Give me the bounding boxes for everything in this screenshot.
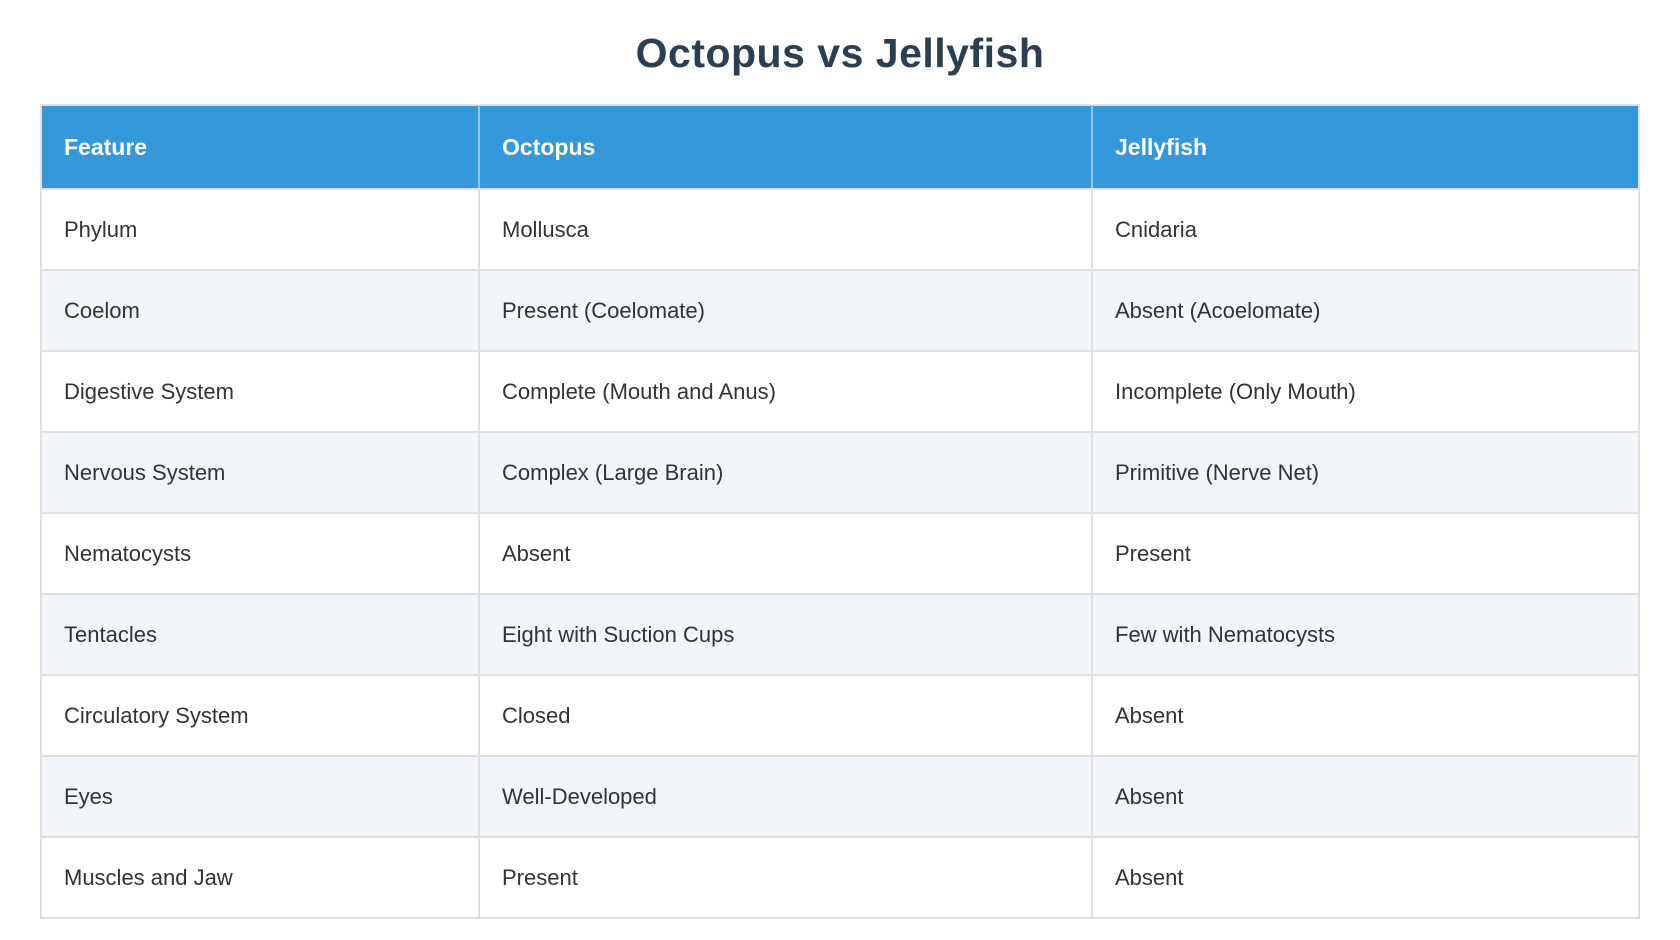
comparison-table-container: Feature Octopus Jellyfish Phylum Mollusc…: [40, 104, 1640, 919]
octopus-cell: Mollusca: [478, 189, 1092, 271]
jellyfish-cell: Absent: [1091, 675, 1639, 757]
feature-cell: Muscles and Jaw: [41, 837, 479, 918]
table-row: Eyes Well-Developed Absent: [41, 756, 1639, 838]
octopus-cell: Complex (Large Brain): [478, 432, 1092, 514]
jellyfish-cell: Present: [1091, 513, 1639, 595]
jellyfish-cell: Few with Nematocysts: [1091, 594, 1639, 676]
jellyfish-cell: Absent (Acoelomate): [1091, 270, 1639, 352]
table-row: Tentacles Eight with Suction Cups Few wi…: [41, 594, 1639, 676]
table-row: Circulatory System Closed Absent: [41, 675, 1639, 757]
octopus-cell: Eight with Suction Cups: [478, 594, 1092, 676]
feature-cell: Tentacles: [41, 594, 479, 676]
table-row: Nervous System Complex (Large Brain) Pri…: [41, 432, 1639, 514]
jellyfish-cell: Cnidaria: [1091, 189, 1639, 271]
table-row: Phylum Mollusca Cnidaria: [41, 189, 1639, 271]
page-title: Octopus vs Jellyfish: [635, 30, 1045, 76]
column-header-jellyfish: Jellyfish: [1091, 105, 1639, 190]
comparison-table: Feature Octopus Jellyfish Phylum Mollusc…: [40, 104, 1640, 919]
jellyfish-cell: Absent: [1091, 756, 1639, 838]
table-row: Nematocysts Absent Present: [41, 513, 1639, 595]
table-row: Digestive System Complete (Mouth and Anu…: [41, 351, 1639, 433]
column-header-feature: Feature: [41, 105, 479, 190]
feature-cell: Nervous System: [41, 432, 479, 514]
feature-cell: Phylum: [41, 189, 479, 271]
feature-cell: Circulatory System: [41, 675, 479, 757]
feature-cell: Coelom: [41, 270, 479, 352]
octopus-cell: Present (Coelomate): [478, 270, 1092, 352]
feature-cell: Digestive System: [41, 351, 479, 433]
octopus-cell: Complete (Mouth and Anus): [478, 351, 1092, 433]
table-row: Muscles and Jaw Present Absent: [41, 837, 1639, 918]
feature-cell: Eyes: [41, 756, 479, 838]
column-header-octopus: Octopus: [478, 105, 1092, 190]
jellyfish-cell: Incomplete (Only Mouth): [1091, 351, 1639, 433]
table-header-row: Feature Octopus Jellyfish: [41, 105, 1639, 190]
octopus-cell: Well-Developed: [478, 756, 1092, 838]
octopus-cell: Present: [478, 837, 1092, 918]
jellyfish-cell: Absent: [1091, 837, 1639, 918]
table-row: Coelom Present (Coelomate) Absent (Acoel…: [41, 270, 1639, 352]
jellyfish-cell: Primitive (Nerve Net): [1091, 432, 1639, 514]
feature-cell: Nematocysts: [41, 513, 479, 595]
octopus-cell: Closed: [478, 675, 1092, 757]
octopus-cell: Absent: [478, 513, 1092, 595]
